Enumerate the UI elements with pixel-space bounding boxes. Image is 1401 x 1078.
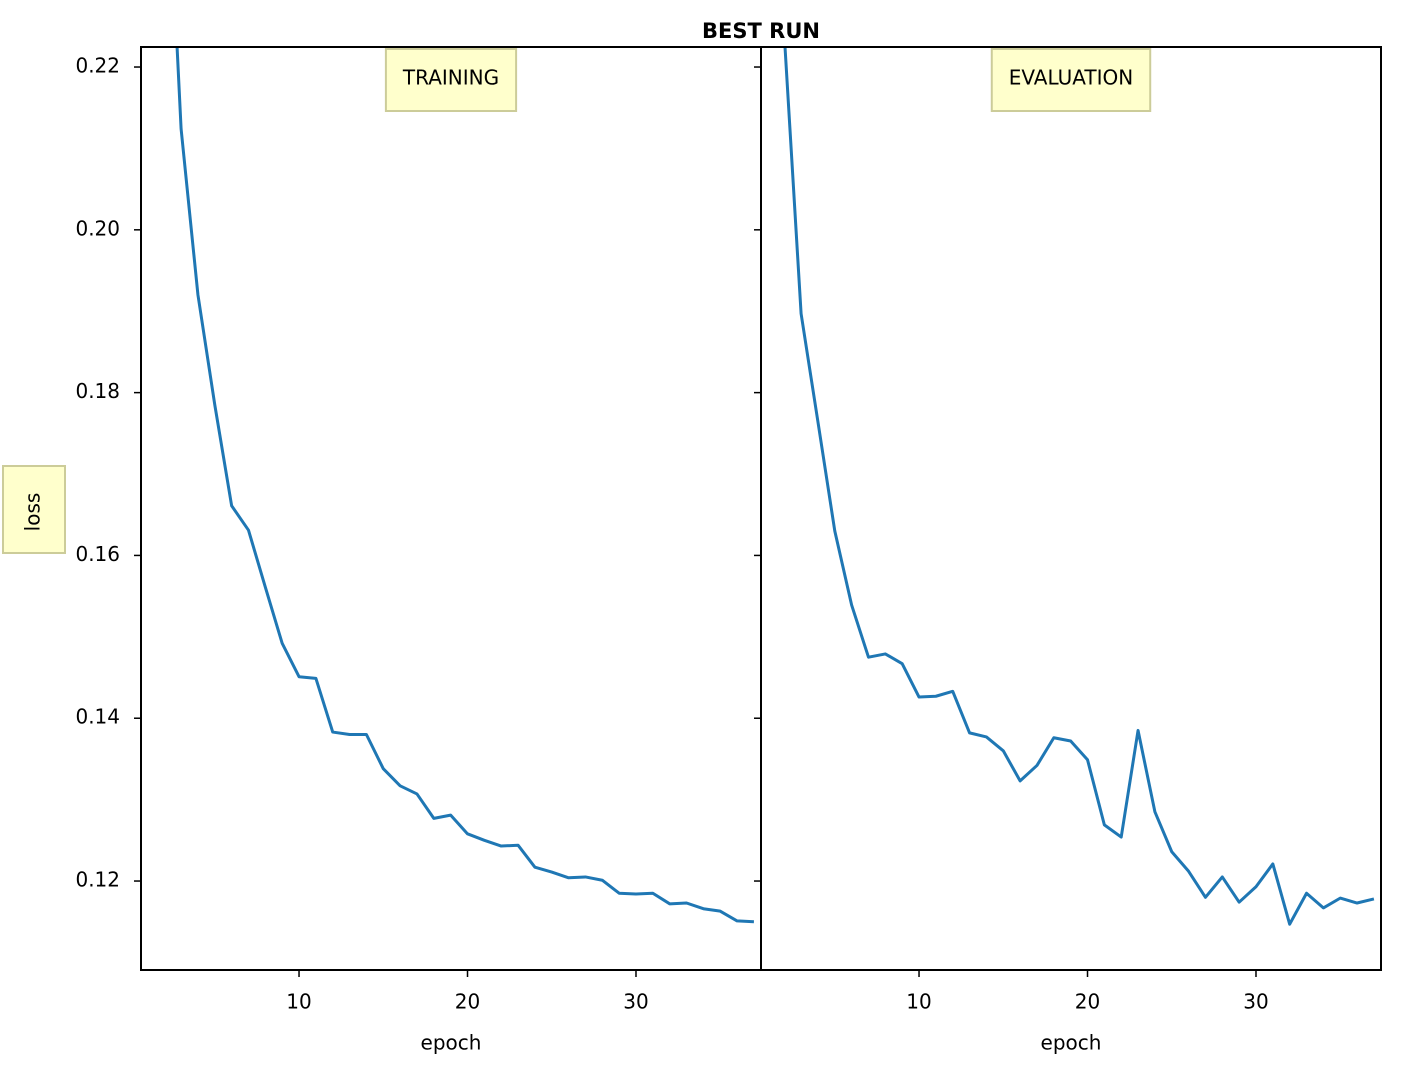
y-tick-label: 0.18 [75, 379, 120, 403]
x-tick-label: 30 [1243, 990, 1268, 1014]
chart-title: BEST RUN [702, 19, 820, 43]
x-axis-label: epoch [1041, 1031, 1102, 1055]
annotation [990, 48, 1152, 112]
annotation-box [384, 48, 518, 112]
y-tick-label: 0.14 [75, 705, 120, 729]
annotation-text: TRAINING [402, 66, 499, 90]
data-line [783, 47, 1375, 926]
x-tick-label: 20 [455, 990, 480, 1014]
x-tick-label: 20 [1075, 990, 1100, 1014]
x-axis-label: epoch [421, 1031, 482, 1055]
y-tick-label: 0.20 [75, 216, 120, 240]
x-tick-label: 10 [286, 990, 311, 1014]
annotation-box [990, 48, 1152, 112]
ylabel-box [2, 465, 66, 554]
y-axis-label: loss [21, 493, 45, 532]
annotation [384, 48, 518, 112]
annotation-text: EVALUATION [1009, 66, 1133, 90]
y-tick-label: 0.12 [75, 868, 120, 892]
y-tick-label: 0.22 [75, 54, 120, 78]
x-tick-label: 10 [906, 990, 931, 1014]
x-tick-label: 30 [623, 990, 648, 1014]
data-line [175, 47, 754, 924]
axes-frame [760, 46, 1382, 971]
y-tick-label: 0.16 [75, 542, 120, 566]
